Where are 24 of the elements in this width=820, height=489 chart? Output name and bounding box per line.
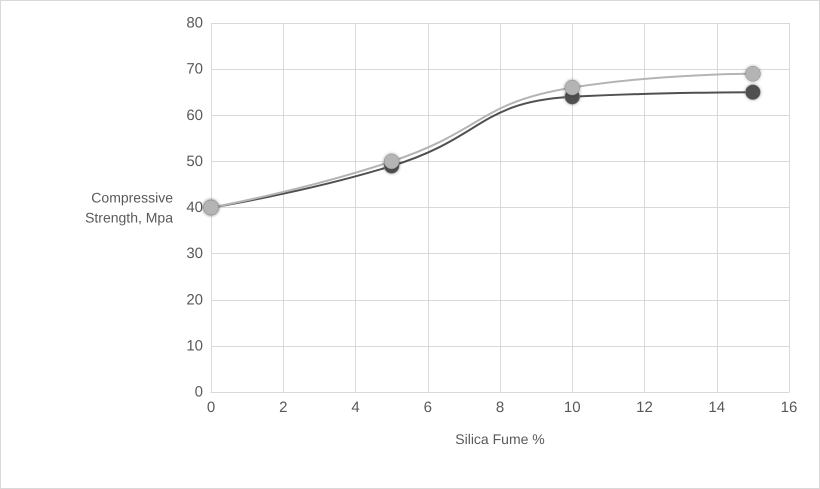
x-tick-label: 4 [351,399,360,416]
y-tick-label: 80 [186,14,203,32]
y-tick-label: 50 [186,152,203,170]
x-tick-label: 10 [564,399,581,416]
point [745,66,761,82]
x-tick-label: 16 [780,399,798,416]
y-tick-label: 20 [186,291,203,308]
point [564,80,580,96]
y-tick-label: 70 [186,60,203,78]
y-tick-label: 40 [186,199,203,216]
x-tick-label: 14 [708,399,726,416]
y-axis-title: Compressive Strength, Mpa [85,190,174,226]
x-tick-label: 6 [424,399,432,416]
y-tick-label: 10 [186,337,203,354]
y-tick-label: 30 [186,245,203,262]
x-tick-label: 0 [206,399,216,416]
x-tick-label: 2 [279,399,288,416]
y-tick-label: 60 [186,106,203,124]
x-tick-label: 12 [636,399,653,416]
y-tick-label: 0 [194,384,203,400]
x-axis-title: Silica Fume % [455,431,545,447]
point [384,154,400,170]
point [745,84,761,100]
x-tick-label: 8 [496,399,504,416]
